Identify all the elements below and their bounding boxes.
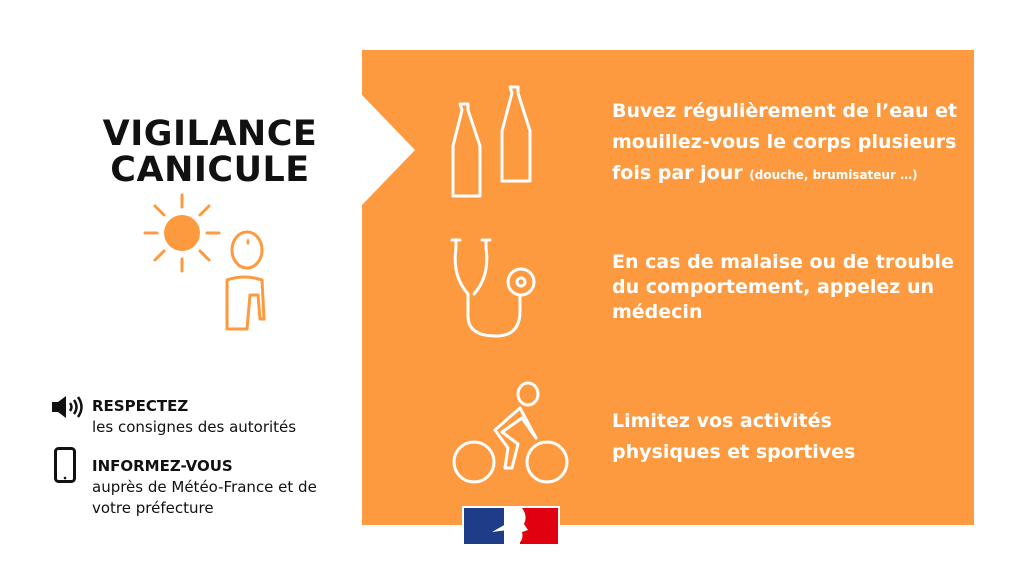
advice-activity: Limitez vos activités physiques et sport… <box>612 406 942 468</box>
info-inform: INFORMEZ-VOUS auprès de Météo-France et … <box>92 456 322 519</box>
advice-text: En cas de malaise ou de trouble du compo… <box>612 251 954 323</box>
title-line-1: VIGILANCE <box>102 114 318 154</box>
info-text: les consignes des autorités <box>92 418 297 436</box>
republique-francaise-logo <box>462 506 560 546</box>
advice-text: Buvez régulièrement de l’eau et mouillez… <box>612 100 958 184</box>
title-line-2: CANICULE <box>110 150 310 190</box>
advice-hydration: Buvez régulièrement de l’eau et mouillez… <box>612 96 962 191</box>
advice-text: Limitez vos activités physiques et sport… <box>612 410 856 463</box>
info-text: auprès de Météo-France et de votre préfe… <box>92 478 317 517</box>
advice-panel <box>362 50 974 525</box>
advice-doctor: En cas de malaise ou de trouble du compo… <box>612 250 962 325</box>
cyclist-icon <box>452 381 569 484</box>
advice-note: (douche, brumisateur …) <box>749 168 918 182</box>
smartphone-icon <box>54 447 76 483</box>
heat-sun-person-icon <box>143 193 266 331</box>
info-heading: INFORMEZ-VOUS <box>92 457 233 475</box>
info-respect: RESPECTEZ les consignes des autorités <box>92 396 296 438</box>
page-title: VIGILANCE CANICULE <box>60 116 360 188</box>
speaker-icon <box>52 396 83 418</box>
info-heading: RESPECTEZ <box>92 397 189 415</box>
stethoscope-icon <box>450 238 536 338</box>
bottles-icon <box>451 85 532 198</box>
